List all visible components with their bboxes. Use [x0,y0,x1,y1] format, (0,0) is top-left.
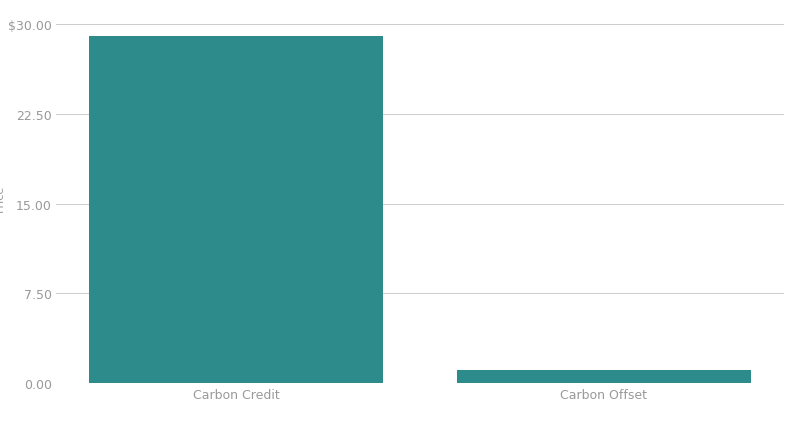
Y-axis label: Price: Price [0,184,5,212]
Bar [457,370,751,383]
Bar [89,37,383,383]
